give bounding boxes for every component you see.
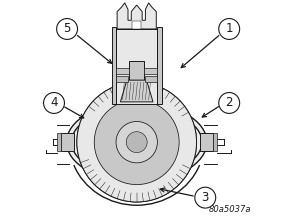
Polygon shape bbox=[112, 27, 116, 104]
Text: 4: 4 bbox=[50, 97, 58, 110]
Circle shape bbox=[44, 92, 64, 113]
FancyBboxPatch shape bbox=[61, 133, 74, 151]
Polygon shape bbox=[145, 76, 157, 82]
Polygon shape bbox=[117, 3, 156, 29]
FancyBboxPatch shape bbox=[132, 21, 142, 29]
Circle shape bbox=[77, 82, 197, 202]
Text: 1: 1 bbox=[225, 23, 233, 35]
Ellipse shape bbox=[67, 102, 207, 182]
FancyBboxPatch shape bbox=[57, 133, 61, 151]
FancyBboxPatch shape bbox=[200, 133, 213, 151]
Text: 5: 5 bbox=[63, 23, 71, 35]
Circle shape bbox=[195, 187, 216, 208]
Circle shape bbox=[77, 82, 197, 202]
Polygon shape bbox=[116, 76, 128, 82]
Circle shape bbox=[219, 19, 240, 39]
FancyBboxPatch shape bbox=[129, 60, 144, 80]
Polygon shape bbox=[120, 80, 153, 102]
FancyBboxPatch shape bbox=[213, 133, 217, 151]
FancyBboxPatch shape bbox=[116, 29, 157, 104]
Polygon shape bbox=[157, 27, 162, 104]
Polygon shape bbox=[116, 68, 129, 74]
Text: 3: 3 bbox=[202, 191, 209, 204]
Text: 80a5037a: 80a5037a bbox=[208, 205, 251, 214]
Circle shape bbox=[57, 19, 78, 39]
Circle shape bbox=[126, 132, 147, 153]
Text: 2: 2 bbox=[225, 97, 233, 110]
Circle shape bbox=[219, 92, 240, 113]
Polygon shape bbox=[144, 68, 157, 74]
Circle shape bbox=[116, 122, 157, 163]
Circle shape bbox=[94, 100, 179, 185]
